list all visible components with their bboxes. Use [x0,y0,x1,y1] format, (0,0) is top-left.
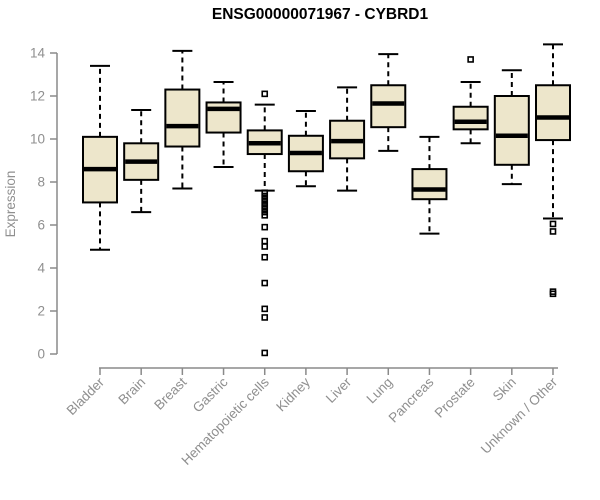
box-rect [493,95,530,166]
chart-title: ENSG00000071967 - CYBRD1 [212,6,429,23]
y-tick-label: 8 [37,175,45,190]
outlier-point [261,223,269,231]
y-tick-label: 2 [37,304,45,319]
outlier-point [261,279,269,287]
x-category-label: Prostate [432,375,478,421]
y-tick-label: 14 [30,46,46,61]
box-rect [411,168,448,201]
box-rect [164,88,201,148]
x-category-label: Brain [115,375,148,408]
outlier-point [261,237,269,245]
x-category-label: Gastric [190,374,231,415]
outlier-point [261,305,269,313]
outlier-point [261,90,269,98]
outlier-point [261,243,269,250]
outlier-point [261,314,269,321]
y-tick-label: 12 [30,89,45,104]
outlier-point [467,56,474,63]
y-tick-label: 6 [37,218,45,233]
x-category-label: Pancreas [386,374,437,425]
box-rect [452,105,489,131]
x-category-label: Lung [364,375,396,407]
outlier-point [261,349,269,357]
x-category-label: Liver [323,374,355,406]
y-tick-label: 4 [37,261,45,276]
x-category-label: Kidney [273,374,313,414]
outlier-point [261,212,269,219]
x-category-label: Breast [151,374,189,412]
box-rect [370,84,407,129]
x-category-label: Unknown / Other [478,374,561,457]
y-tick-label: 0 [37,347,45,362]
outlier-point [549,228,557,235]
outlier-point [261,253,269,261]
x-category-label: Skin [490,375,519,404]
outlier-point [549,290,557,298]
y-axis-title: Expression [3,171,18,238]
y-tick-label: 10 [30,132,45,147]
outlier-point [549,220,557,228]
x-category-label: Bladder [64,374,108,418]
box-rect [535,84,571,142]
